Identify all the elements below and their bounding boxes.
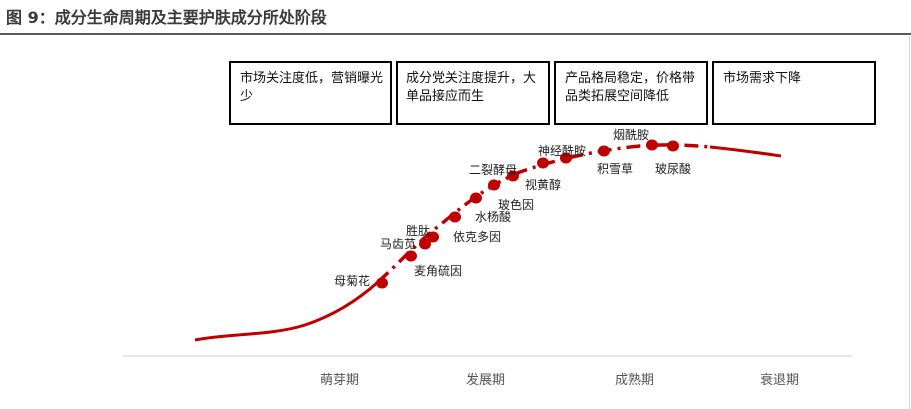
lifecycle-curve-end bbox=[709, 145, 782, 158]
marker-水杨酸 bbox=[470, 192, 482, 204]
label-神经酰胺: 神经酰胺 bbox=[538, 144, 587, 158]
lifecycle-curve-start bbox=[194, 280, 380, 342]
stage-label-growth: 发展期 bbox=[466, 373, 506, 388]
marker-依克多因 bbox=[449, 211, 461, 223]
label-马齿苋: 马齿苋 bbox=[380, 237, 417, 251]
stage-label-decline: 衰退期 bbox=[760, 373, 800, 388]
label-胜肽: 胜肽 bbox=[406, 224, 431, 238]
marker-二裂酵母 bbox=[507, 170, 519, 182]
right-divider bbox=[909, 36, 910, 409]
stage-box-2 bbox=[396, 61, 550, 125]
label-水杨酸: 水杨酸 bbox=[475, 210, 512, 224]
stage-box-1 bbox=[229, 61, 392, 125]
marker-玻尿酸 bbox=[667, 140, 679, 152]
label-二裂酵母: 二裂酵母 bbox=[469, 163, 518, 177]
label-积雪草: 积雪草 bbox=[597, 162, 634, 176]
marker-积雪草 bbox=[598, 145, 610, 157]
label-麦角硫因: 麦角硫因 bbox=[414, 264, 463, 278]
marker-视黄醇 bbox=[537, 157, 549, 169]
marker-麦角硫因 bbox=[427, 231, 439, 243]
label-母菊花: 母菊花 bbox=[334, 274, 371, 288]
label-依克多因: 依克多因 bbox=[453, 230, 502, 244]
marker-胜肽 bbox=[419, 238, 431, 250]
stage-box-2-text: 成分党关注度提升，大单品接应而生 bbox=[406, 71, 537, 104]
stage-label-mature: 成熟期 bbox=[615, 373, 655, 388]
stage-label-budding: 萌芽期 bbox=[320, 373, 360, 388]
stage-box-4 bbox=[712, 61, 876, 125]
marker-玻色因 bbox=[488, 179, 500, 191]
stage-box-1-text: 市场关注度低，营销曝光少 bbox=[240, 71, 384, 104]
label-视黄醇: 视黄醇 bbox=[525, 178, 562, 192]
marker-神经酰胺 bbox=[560, 152, 572, 164]
label-玻尿酸: 玻尿酸 bbox=[655, 162, 692, 176]
label-烟酰胺: 烟酰胺 bbox=[613, 128, 650, 142]
marker-母菊花 bbox=[376, 277, 388, 289]
marker-马齿苋 bbox=[405, 250, 417, 262]
stage-box-3 bbox=[554, 61, 708, 125]
marker-烟酰胺 bbox=[646, 139, 658, 151]
label-玻色因: 玻色因 bbox=[498, 198, 535, 212]
title-divider bbox=[0, 33, 911, 35]
stage-box-4-text: 市场需求下降 bbox=[723, 71, 802, 86]
stage-box-3-text: 产品格局稳定，价格带品类拓展空间降低 bbox=[565, 71, 696, 104]
figure-title: 图 9：成分生命周期及主要护肤成分所处阶段 bbox=[6, 8, 327, 27]
